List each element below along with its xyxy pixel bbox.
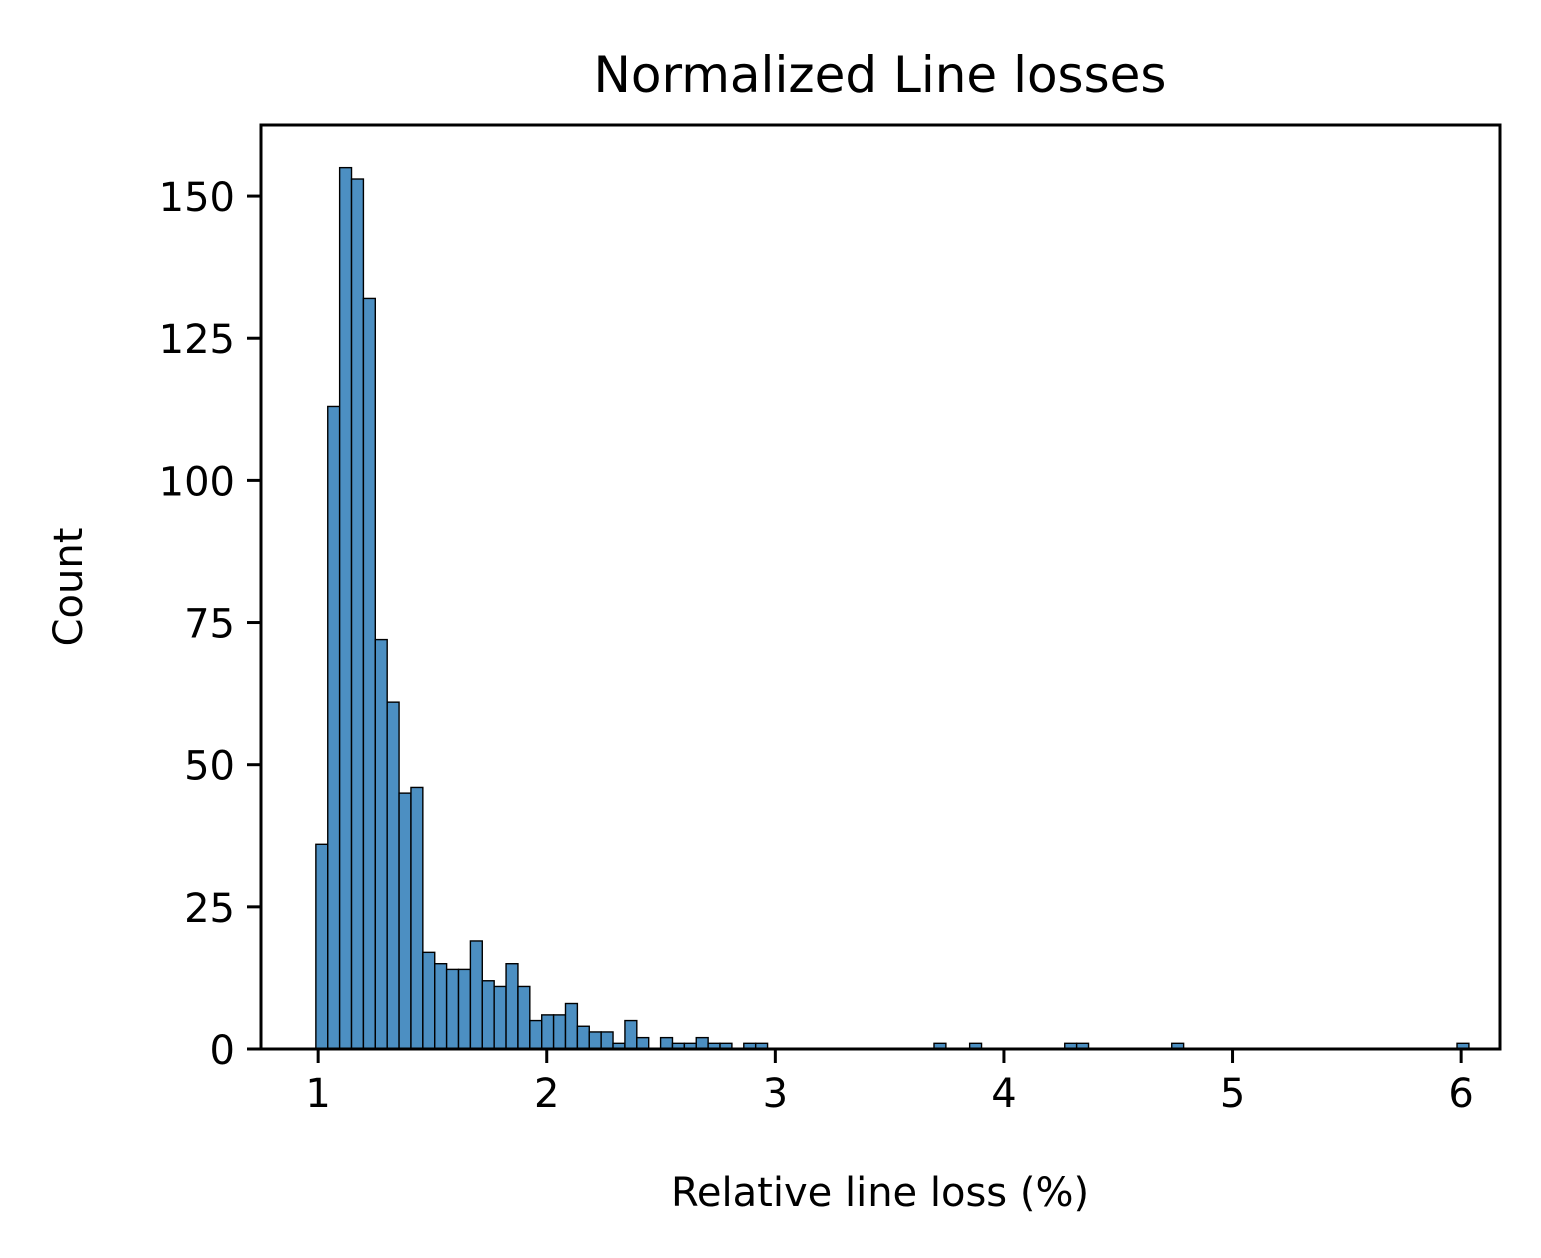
- x-tick-label: 5: [1220, 1071, 1245, 1117]
- histogram-bar: [457, 968, 472, 1050]
- histogram-bar: [315, 843, 329, 1050]
- histogram-bar: [434, 963, 448, 1050]
- histogram-bar: [552, 1014, 567, 1050]
- y-axis-label: Count: [46, 528, 92, 647]
- y-axis-ticks: 0 25 50 75 100 125 150: [159, 175, 261, 1074]
- chart-title: Normalized Line losses: [594, 46, 1167, 104]
- y-tick-label: 50: [184, 744, 235, 790]
- histogram-bar: [410, 786, 424, 1050]
- histogram-bar: [624, 1019, 638, 1050]
- histogram-bar: [445, 968, 460, 1050]
- histogram-bars: [315, 166, 1470, 1050]
- histogram-bar: [350, 178, 365, 1050]
- histogram-bar: [338, 166, 353, 1050]
- histogram-bar: [636, 1036, 650, 1050]
- histogram-bar: [588, 1031, 602, 1050]
- plot-frame: [259, 123, 1502, 1051]
- y-tick-label: 25: [184, 886, 235, 932]
- histogram-bar: [386, 701, 400, 1050]
- x-tick-label: 6: [1448, 1071, 1473, 1117]
- y-tick-label: 100: [159, 459, 235, 505]
- x-tick-label: 3: [763, 1071, 788, 1117]
- y-tick-label: 150: [159, 175, 235, 221]
- histogram-bar: [493, 985, 507, 1050]
- histogram-bar: [695, 1036, 709, 1050]
- x-tick-label: 1: [305, 1071, 330, 1117]
- histogram-bar: [659, 1036, 674, 1050]
- histogram-bar: [564, 1002, 579, 1050]
- histogram-bar: [576, 1025, 590, 1050]
- histogram-bar: [517, 985, 531, 1050]
- y-tick-label: 125: [159, 317, 235, 363]
- histogram-bar: [422, 951, 436, 1050]
- x-axis-label: Relative line loss (%): [671, 1170, 1089, 1216]
- histogram-bar: [398, 792, 412, 1050]
- x-tick-label: 4: [991, 1071, 1016, 1117]
- x-tick-label: 2: [534, 1071, 559, 1117]
- histogram-bar: [505, 963, 519, 1050]
- histogram-bar: [327, 405, 341, 1050]
- x-axis-ticks: 1 2 3 4 5 6: [305, 1049, 1474, 1117]
- histogram-bar: [374, 638, 388, 1050]
- histogram-bar: [362, 297, 376, 1050]
- histogram-bar: [469, 940, 483, 1050]
- histogram-bar: [481, 980, 495, 1050]
- y-tick-label: 75: [184, 602, 235, 648]
- histogram-bar: [600, 1031, 614, 1050]
- y-tick-label: 0: [210, 1028, 235, 1074]
- histogram-bar: [529, 1019, 543, 1050]
- histogram-bar: [541, 1014, 555, 1050]
